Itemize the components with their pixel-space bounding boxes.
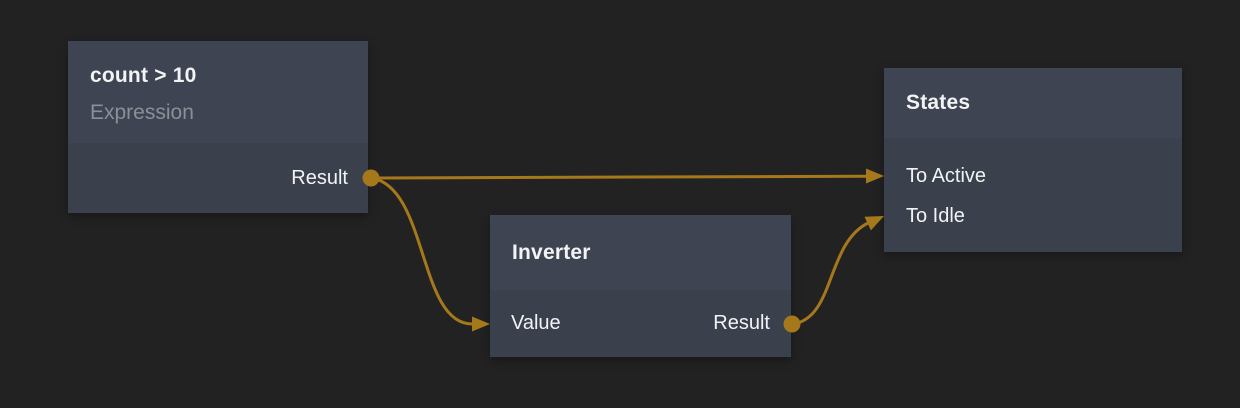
node-inverter[interactable]: Inverter Value Result <box>490 215 791 357</box>
arrowhead-to-active-icon <box>866 168 884 184</box>
arrowhead-value-icon <box>472 316 490 332</box>
output-port-result[interactable]: Result <box>291 166 348 189</box>
port-label: To Active <box>906 164 987 187</box>
node-title: Inverter <box>512 240 591 264</box>
node-states[interactable]: States To Active To Idle <box>884 68 1182 252</box>
node-title: count > 10 <box>90 64 197 87</box>
edge-expression-result-to-inverter-value[interactable] <box>370 176 473 326</box>
output-port-result[interactable]: Result <box>713 312 770 334</box>
node-subtitle: Expression <box>90 101 194 124</box>
node-ports: To Active To Idle <box>884 138 1182 252</box>
node-title: States <box>906 91 971 114</box>
input-port-to-idle[interactable]: To Idle <box>884 196 1182 236</box>
node-header: count > 10 Expression <box>68 41 368 143</box>
node-header: Inverter <box>490 215 791 290</box>
node-expression[interactable]: count > 10 Expression Result <box>68 41 368 213</box>
input-port-to-active[interactable]: To Active <box>884 156 1182 196</box>
node-ports: Result <box>68 143 368 213</box>
node-header: States <box>884 68 1182 138</box>
node-ports: Value Result <box>490 290 791 357</box>
edge-expression-result-to-states-to-active[interactable] <box>372 174 867 180</box>
edge-inverter-result-to-states-to-idle[interactable] <box>792 221 869 326</box>
port-label: To Idle <box>906 204 965 227</box>
input-port-value[interactable]: Value <box>511 312 561 334</box>
